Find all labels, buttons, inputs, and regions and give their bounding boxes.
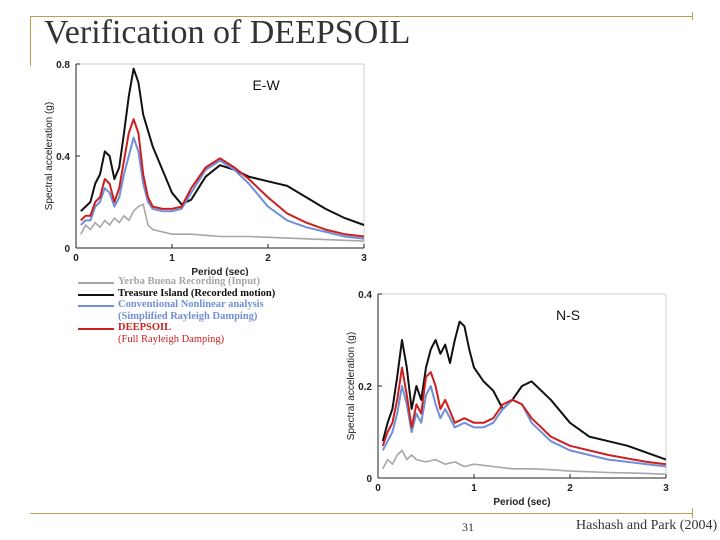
ew-x-axis-label: Period (sec): [191, 267, 248, 276]
ew-series-2-line: [80, 136, 365, 240]
slide-title: Verification of DEEPSOIL: [44, 14, 411, 51]
legend-swatch-conventional: [78, 305, 114, 307]
frame-bottom-tick: [692, 508, 693, 518]
ns-x-axis-label: Period (sec): [493, 497, 550, 508]
ns-series-2-line: [381, 385, 667, 468]
ns-x-tick-label-3: 3: [663, 483, 669, 494]
ew-y-tick-label-2: 0.8: [56, 60, 70, 71]
chart-ew: 0 1 2 3 0 0.4 0.8 Period (sec) Spectral accelera…: [44, 60, 367, 276]
legend-item-input: Yerba Buena Recording (Input): [78, 276, 275, 288]
ew-x-tick-label-3: 3: [361, 253, 367, 264]
frame-left-line: [30, 16, 31, 66]
frame-bottom-line: [30, 513, 692, 514]
ns-title: N-S: [556, 307, 580, 323]
citation: Hashash and Park (2004): [576, 518, 718, 533]
legend-label-conventional-sub: (Simplified Rayleigh Damping): [118, 310, 258, 322]
ew-x-tick-label-1: 1: [169, 253, 175, 264]
ew-title: E-W: [252, 77, 280, 93]
frame-top-line: [30, 16, 692, 17]
ns-y-axis-label: Spectral acceleration (g): [346, 332, 357, 440]
ns-x-tick-label-0: 0: [375, 483, 381, 494]
ns-y-tick-label-2: 0.4: [358, 290, 372, 301]
chart-ns: 0 1 2 3 0 0.2 0.4 Period (sec) Spectral accelera…: [346, 290, 669, 508]
legend-item-recorded: Treasure Island (Recorded motion): [78, 287, 276, 300]
ns-y-tick-label-1: 0.2: [358, 382, 372, 393]
ns-x-tick-label-1: 1: [471, 483, 477, 494]
legend-item-deepsoil: DEEPSOIL: [78, 322, 275, 334]
frame-corner-tick: [692, 12, 693, 20]
legend-label-conventional: Conventional Nonlinear analysis: [118, 299, 264, 310]
ew-y-tick-label-1: 0.4: [56, 152, 70, 163]
legend-item-deepsoil-sub: (Full Rayleigh Damping): [118, 334, 275, 346]
legend-label-deepsoil-sub: (Full Rayleigh Damping): [118, 333, 225, 345]
ns-y-tick-label-0: 0: [366, 474, 372, 485]
legend-swatch-input: [78, 282, 114, 284]
chart-legend: Yerba Buena Recording (Input) Treasure I…: [78, 276, 276, 346]
ew-x-tick-label-0: 0: [73, 253, 79, 264]
legend-swatch-deepsoil: [78, 328, 114, 330]
ew-x-tick-label-2: 2: [265, 253, 271, 264]
ew-series-0-line: [80, 203, 365, 242]
ns-series-0-line: [382, 449, 667, 476]
page-number: 31: [462, 520, 474, 534]
ew-series-1-line: [80, 67, 365, 226]
ew-y-axis-label: Spectral acceleration (g): [44, 102, 55, 210]
ns-series-1-line: [381, 320, 667, 461]
ns-x-tick-label-2: 2: [567, 483, 573, 494]
ew-y-tick-label-0: 0: [64, 244, 70, 255]
ew-series-3-line: [80, 118, 365, 238]
legend-label-input: Yerba Buena Recording (Input): [118, 276, 261, 287]
legend-label-recorded: Treasure Island (Recorded motion): [118, 287, 276, 299]
legend-item-conventional-sub: (Simplified Rayleigh Damping): [118, 311, 275, 323]
ns-series-3-line: [381, 366, 667, 466]
legend-label-deepsoil: DEEPSOIL: [118, 322, 172, 333]
legend-swatch-recorded: [78, 293, 114, 296]
legend-item-conventional: Conventional Nonlinear analysis: [78, 299, 275, 311]
